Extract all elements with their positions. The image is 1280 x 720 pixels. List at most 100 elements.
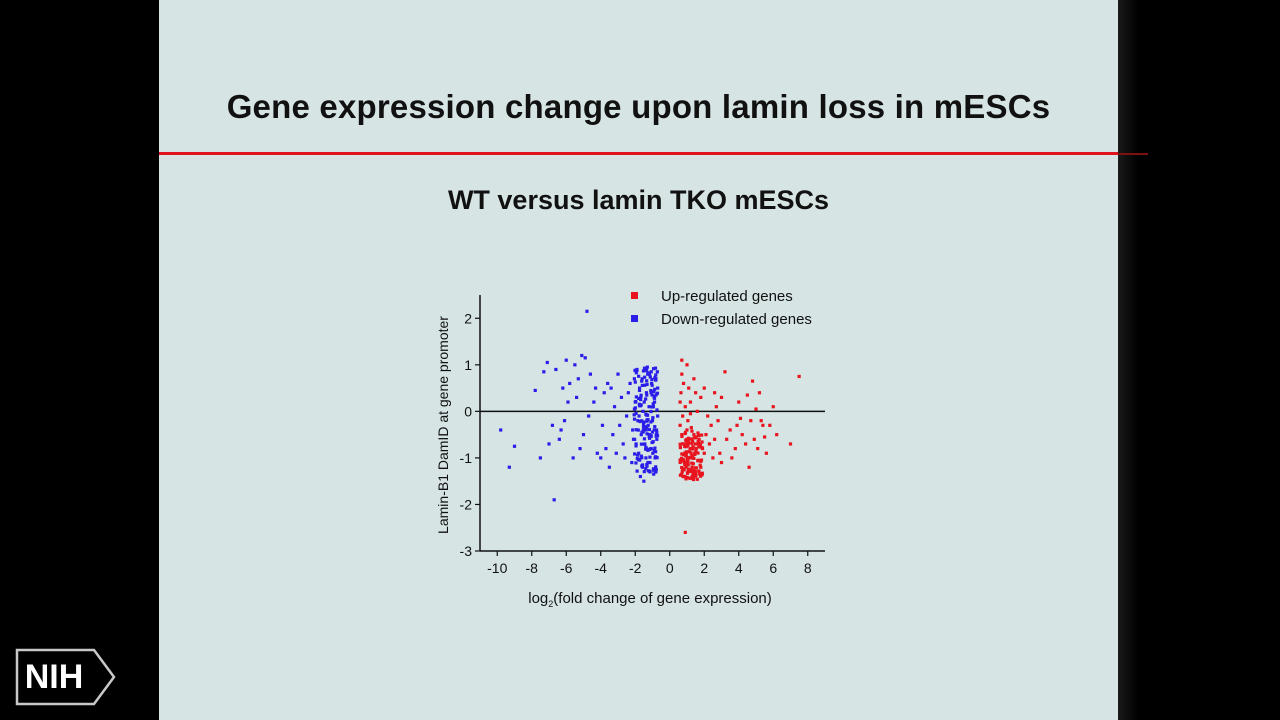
down-regulated-point — [636, 396, 641, 401]
down-regulated-point — [646, 460, 650, 465]
up-regulated-point — [679, 456, 684, 460]
up-regulated-point — [700, 473, 704, 477]
down-regulated-point — [648, 455, 652, 459]
up-regulated-point — [696, 459, 700, 463]
up-regulated-point — [692, 436, 696, 440]
down-regulated-point — [635, 469, 639, 473]
up-regulated-point — [700, 445, 704, 450]
up-regulated-point — [761, 423, 765, 427]
legend-marker — [631, 292, 638, 299]
down-regulated-point — [644, 366, 648, 370]
down-regulated-point — [652, 389, 656, 394]
up-regulated-point — [688, 456, 692, 460]
down-regulated-point — [634, 395, 638, 399]
nih-logo: NIH — [15, 648, 116, 706]
down-regulated-point — [648, 375, 652, 379]
down-regulated-point — [545, 360, 549, 365]
down-regulated-point — [651, 451, 655, 455]
down-regulated-point — [639, 454, 643, 458]
x-axis-label: log2(fold change of gene expression) — [528, 590, 772, 609]
down-regulated-point — [592, 400, 596, 404]
down-regulated-point — [653, 366, 658, 370]
nih-logo-text: NIH — [25, 658, 84, 696]
down-regulated-point — [644, 456, 648, 460]
up-regulated-point — [692, 377, 696, 381]
chart-points — [499, 309, 801, 534]
down-regulated-point — [636, 457, 641, 462]
up-regulated-point — [690, 453, 694, 457]
down-regulated-point — [655, 437, 659, 441]
down-regulated-point — [642, 479, 646, 483]
down-regulated-point — [649, 409, 653, 414]
up-regulated-point — [684, 477, 688, 481]
up-regulated-point — [690, 437, 694, 441]
up-regulated-point — [700, 471, 704, 475]
up-regulated-point — [706, 414, 710, 418]
up-regulated-point — [723, 370, 727, 374]
up-regulated-point — [699, 465, 703, 469]
down-regulated-point — [654, 428, 659, 432]
down-regulated-point — [655, 408, 659, 412]
y-axis-label: Lamin-B1 DamID at gene promoter — [435, 316, 451, 534]
up-regulated-point — [733, 447, 737, 451]
up-regulated-point — [788, 442, 793, 446]
up-regulated-point — [686, 467, 691, 471]
down-regulated-point — [652, 428, 656, 432]
legend-label: Up-regulated genes — [661, 288, 793, 305]
up-regulated-point — [740, 433, 744, 437]
up-regulated-point — [697, 433, 701, 438]
up-regulated-point — [685, 438, 689, 442]
up-regulated-point — [738, 416, 743, 420]
down-regulated-point — [630, 460, 634, 465]
up-regulated-point — [752, 437, 756, 441]
up-regulated-point — [683, 463, 687, 467]
down-regulated-point — [654, 393, 658, 397]
up-regulated-point — [685, 471, 690, 475]
down-regulated-point — [640, 377, 644, 381]
down-regulated-point — [632, 452, 637, 456]
up-regulated-point — [692, 468, 696, 472]
up-regulated-point — [681, 467, 685, 472]
up-regulated-point — [702, 386, 706, 390]
up-regulated-point — [687, 450, 691, 454]
down-regulated-point — [647, 373, 652, 377]
down-regulated-point — [643, 375, 647, 379]
down-regulated-point — [634, 400, 638, 404]
down-regulated-point — [585, 309, 589, 313]
down-regulated-point — [643, 383, 647, 387]
down-regulated-point — [649, 420, 653, 424]
up-regulated-point — [680, 433, 684, 437]
up-regulated-point — [681, 414, 685, 418]
down-regulated-point — [644, 445, 648, 449]
up-regulated-point — [691, 439, 695, 444]
up-regulated-point — [764, 451, 768, 455]
down-regulated-point — [588, 372, 592, 376]
up-regulated-point — [690, 429, 694, 433]
down-regulated-point — [635, 368, 639, 373]
up-regulated-point — [690, 465, 694, 469]
down-regulated-point — [645, 393, 649, 397]
up-regulated-point — [686, 456, 690, 461]
down-regulated-point — [595, 451, 599, 455]
up-regulated-point — [698, 463, 702, 467]
down-regulated-point — [533, 388, 537, 393]
presentation-slide: Gene expression change upon lamin loss i… — [159, 0, 1118, 720]
down-regulated-point — [643, 425, 648, 429]
up-regulated-point — [698, 442, 703, 446]
down-regulated-point — [654, 467, 658, 472]
up-regulated-point — [696, 431, 700, 435]
down-regulated-point — [612, 405, 617, 409]
up-regulated-point — [689, 476, 693, 480]
down-regulated-point — [634, 371, 638, 375]
down-regulated-point — [637, 451, 641, 455]
down-regulated-point — [652, 468, 656, 472]
down-regulated-point — [643, 427, 647, 431]
down-regulated-point — [647, 405, 651, 409]
down-regulated-point — [645, 369, 649, 373]
down-regulated-point — [654, 433, 659, 437]
down-regulated-point — [652, 396, 657, 400]
down-regulated-point — [647, 447, 651, 451]
down-regulated-point — [645, 379, 649, 383]
x-axis-label-main: log — [528, 590, 548, 607]
up-regulated-point — [693, 470, 697, 475]
